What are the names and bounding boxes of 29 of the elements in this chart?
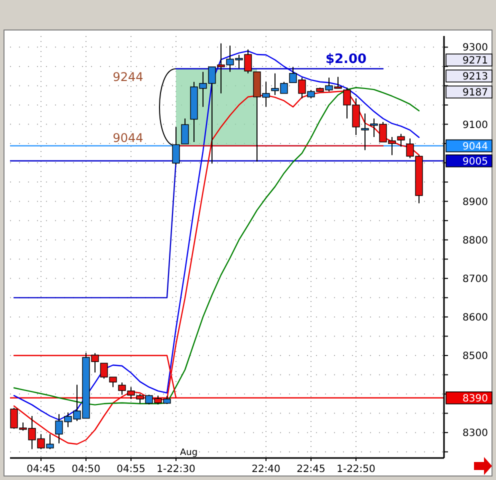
x-tick-label: 22:40	[252, 464, 280, 475]
y-tick-label: 9300	[462, 42, 488, 54]
y-tick-label: 8800	[462, 235, 488, 246]
text: 9213	[462, 72, 488, 82]
annotation: $2.00	[325, 52, 367, 67]
candlestick	[172, 126, 180, 166]
annotation: 9244	[112, 70, 144, 84]
candlestick	[397, 133, 405, 148]
x-tick-label: 04:55	[116, 464, 146, 475]
y-tick-label: 9100	[462, 120, 488, 131]
y-tick-label: 8300	[462, 428, 488, 440]
x-tick-label: 22:45	[296, 464, 326, 475]
text: 9271	[462, 56, 488, 66]
x-tick-label: 1-22:50	[336, 464, 376, 475]
candlestick	[361, 112, 369, 151]
annotation: Aug	[180, 448, 198, 458]
ref-line-label: 9005	[462, 156, 488, 168]
x-tick-label: 04:45	[26, 464, 56, 475]
y-tick-label: 8500	[462, 350, 488, 362]
y-tick-label: 8700	[462, 274, 488, 285]
y-tick-label: 8600	[462, 312, 488, 324]
candlestick	[181, 118, 189, 144]
ref-line-label: 9044	[462, 141, 488, 152]
x-tick-label: 04:50	[72, 464, 100, 475]
ref-line-label: 8390	[462, 393, 488, 404]
x-tick-label: 1-22:30	[156, 464, 196, 475]
text: 9187	[462, 88, 488, 98]
annotation: 9044	[112, 130, 144, 145]
y-tick-label: 8900	[462, 196, 488, 208]
